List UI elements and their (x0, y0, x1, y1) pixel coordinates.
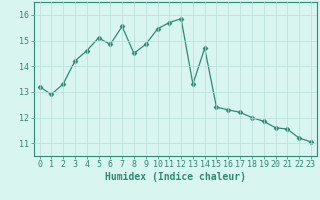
X-axis label: Humidex (Indice chaleur): Humidex (Indice chaleur) (105, 172, 246, 182)
